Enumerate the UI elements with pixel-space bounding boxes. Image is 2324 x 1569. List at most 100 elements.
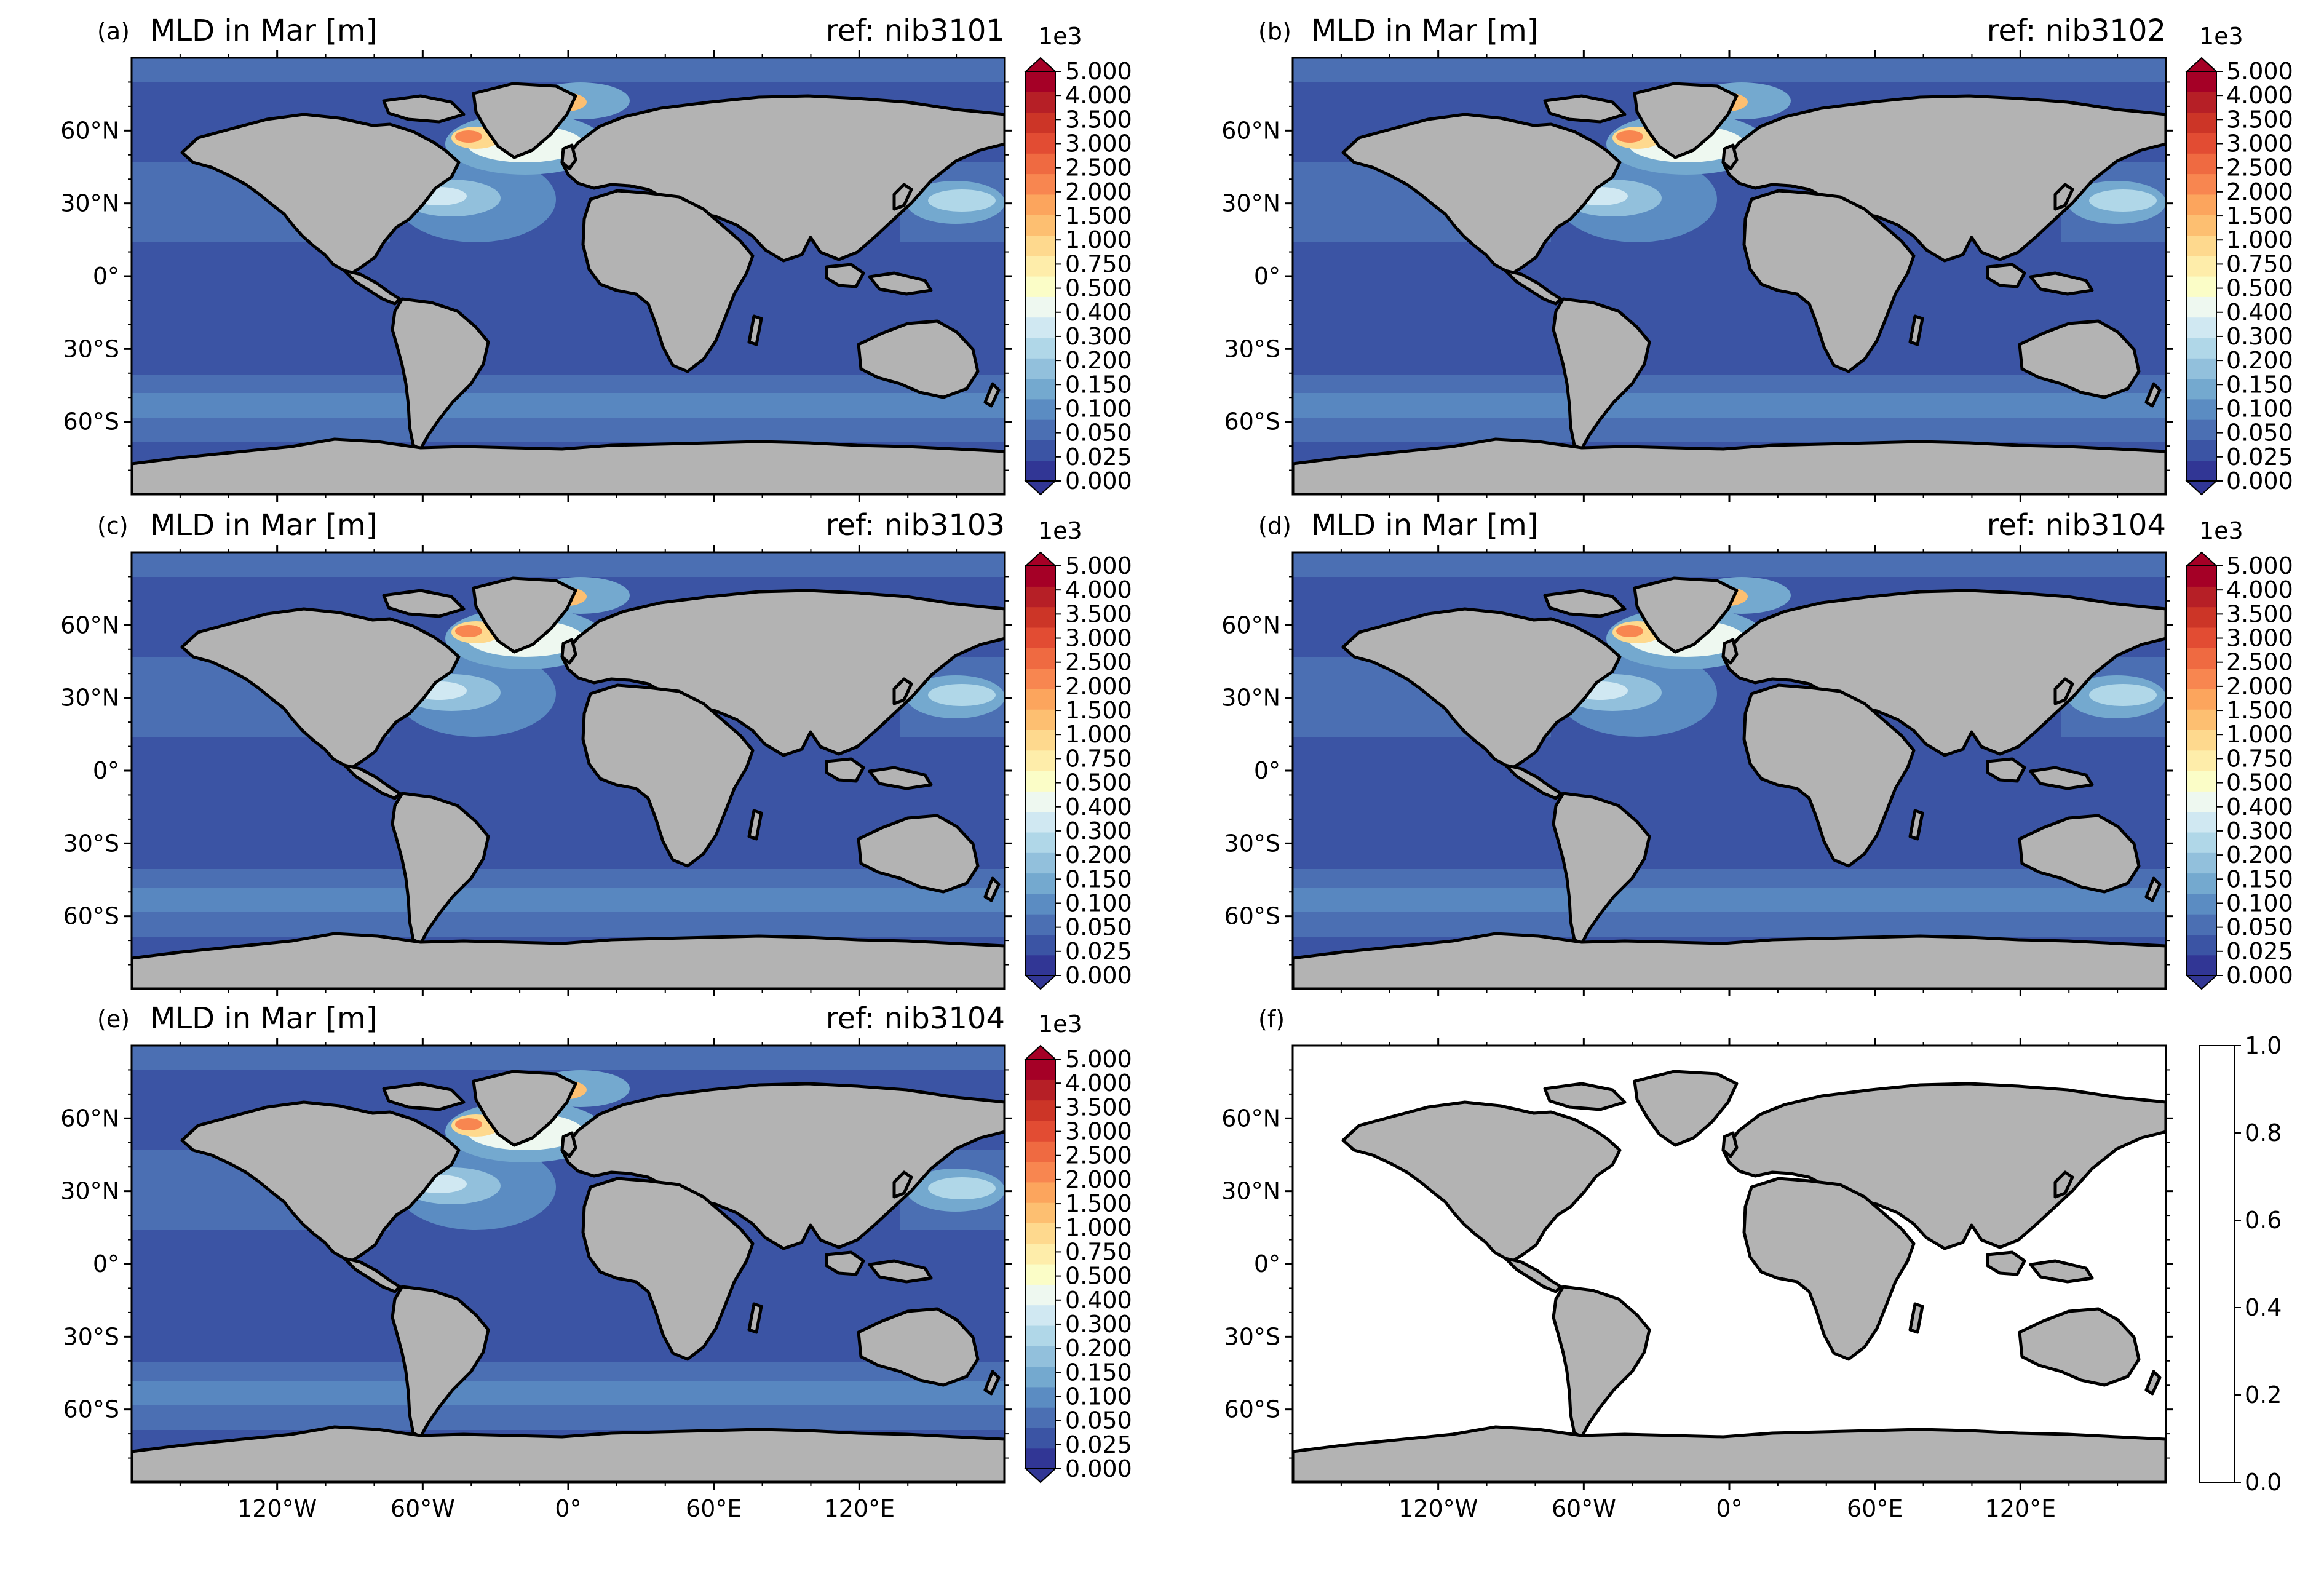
colorbar-swatch <box>1026 832 1055 853</box>
colorbar-swatch <box>2187 873 2216 894</box>
colorbar-tick-label: 1.000 <box>1065 721 1132 748</box>
colorbar-tick-label: 0.000 <box>2226 962 2293 989</box>
colorbar-tick-label: 0.025 <box>2226 938 2293 965</box>
colorbar-tick-label: 0.050 <box>2226 419 2293 447</box>
panel-title: MLD in Mar [m] <box>1311 508 1538 542</box>
colorbar-swatch <box>2187 440 2216 461</box>
colorbar-tick-label: 3.000 <box>1065 625 1132 652</box>
panel-ref: ref: nib3103 <box>826 508 1005 542</box>
colorbar-swatch <box>1026 893 1055 915</box>
colorbar-tick-label: 0.000 <box>1065 1455 1132 1482</box>
colorbar: 1e3 5.0004.0003.5003.0002.5002.0001.5001.… <box>2185 23 2293 496</box>
colorbar-swatch <box>2187 173 2216 195</box>
colorbar-swatch <box>1026 1448 1055 1469</box>
colorbar-swatch <box>2187 215 2216 236</box>
colorbar-tick-label: 4.000 <box>2226 576 2293 603</box>
lat-label: 0° <box>93 757 119 784</box>
colorbar-frame <box>1025 71 1056 482</box>
colorbar-tick-label: 5.000 <box>1065 552 1132 579</box>
colorbar-tick-label: 2.500 <box>1065 649 1132 676</box>
colorbar-swatch <box>1026 440 1055 461</box>
lat-label: 0° <box>1254 757 1280 784</box>
lat-label: 60°N <box>60 611 119 638</box>
lon-label: 0° <box>1716 1495 1742 1522</box>
lon-label: 0° <box>555 1495 581 1522</box>
colorbar-tick-label: 1.000 <box>1065 226 1132 253</box>
colorbar: 1e3 5.0004.0003.5003.0002.5002.0001.5001.… <box>2185 517 2293 990</box>
colorbar-swatch <box>2187 832 2216 853</box>
lat-label: 60°N <box>1221 611 1280 638</box>
map: 60°N 30°N 0° 30°S 60°S 120°W 60°W 0° 60°E 120°E <box>60 1038 1012 1522</box>
panel-label: (a) <box>97 18 130 45</box>
colorbar-tick-label: 0.000 <box>1065 467 1132 495</box>
lat-label: 30°S <box>63 335 119 362</box>
colorbar-swatch <box>1026 92 1055 113</box>
colorbar-tick-label: 2.000 <box>1065 673 1132 700</box>
colorbar-swatch <box>1026 1243 1055 1265</box>
colorbar-tick-label: 0.500 <box>1065 769 1132 796</box>
lat-label: 0° <box>93 1250 119 1277</box>
panel-c: (c) MLD in Mar [m] ref: nib3103 60°N 30°N 0° 3… <box>60 508 1132 996</box>
colorbar-tick-label: 3.500 <box>1065 106 1132 133</box>
colorbar-tick-label: 2.000 <box>2226 178 2293 205</box>
colorbar-swatch <box>2187 893 2216 915</box>
colorbar-tick-label: 2.000 <box>1065 178 1132 205</box>
lat-label: 30°S <box>63 830 119 857</box>
colorbar-swatch <box>1026 337 1055 359</box>
lon-label: 120°E <box>824 1495 895 1522</box>
colorbar-tick-label: 0.100 <box>2226 395 2293 422</box>
colorbar-swatch <box>1026 771 1055 792</box>
colorbar-swatch <box>2187 276 2216 297</box>
colorbar-tick-label: 0.6 <box>2245 1207 2282 1234</box>
colorbar-tick-label: 0.100 <box>1065 1383 1132 1410</box>
colorbar-extend-min <box>1024 1468 1057 1484</box>
colorbar-tick-label: 0.150 <box>2226 865 2293 892</box>
colorbar-tick-label: 0.050 <box>1065 419 1132 447</box>
colorbar-swatch <box>2187 934 2216 956</box>
colorbar-tick-label: 2.500 <box>2226 154 2293 181</box>
colorbar-tick-label: 0.400 <box>1065 299 1132 326</box>
lat-label: 60°N <box>60 1105 119 1132</box>
colorbar-tick-label: 0.4 <box>2245 1294 2282 1321</box>
colorbar-swatch <box>2187 399 2216 420</box>
colorbar-tick-label: 0.050 <box>1065 914 1132 941</box>
panel-a: (a) MLD in Mar [m] ref: nib3101 60°N 30°N 0° 3… <box>60 14 1132 502</box>
lon-label: 60°E <box>686 1495 742 1522</box>
colorbar-tick-label: 0.400 <box>2226 793 2293 820</box>
colorbar: 1e3 5.0004.0003.5003.0002.5002.0001.5001.… <box>1024 1011 1132 1484</box>
lat-label: 60°S <box>63 903 119 930</box>
colorbar-swatch <box>1026 378 1055 400</box>
colorbar-extend-max <box>2185 551 2218 566</box>
colorbar-swatch <box>1026 729 1055 751</box>
colorbar-tick-label: 1.500 <box>2226 202 2293 229</box>
panel-label: (b) <box>1258 18 1291 45</box>
colorbar-swatch <box>2187 235 2216 256</box>
colorbar-swatch <box>2187 586 2216 608</box>
colorbar-tick-label: 0.0 <box>2245 1469 2282 1496</box>
colorbar-swatch <box>1026 1284 1055 1306</box>
panel-title: MLD in Mar [m] <box>150 508 377 542</box>
colorbar-swatch <box>1026 1141 1055 1162</box>
colorbar-swatch <box>2187 852 2216 874</box>
colorbar-swatch <box>2187 688 2216 710</box>
colorbar-tick-label: 1.500 <box>1065 697 1132 724</box>
lat-label: 0° <box>93 263 119 290</box>
colorbar-swatch <box>2187 627 2216 648</box>
colorbar-tick-label: 0.300 <box>1065 1311 1132 1338</box>
colorbar-swatch <box>2187 337 2216 359</box>
colorbar-swatch <box>1026 296 1055 318</box>
colorbar-tick-label: 0.100 <box>2226 889 2293 916</box>
colorbar-swatch <box>2187 460 2216 482</box>
lat-label: 60°N <box>1221 1105 1280 1132</box>
colorbar-swatch <box>1026 276 1055 297</box>
colorbar-swatch <box>1026 586 1055 608</box>
lon-label: 120°W <box>237 1495 317 1522</box>
panel-grid: (a) MLD in Mar [m] ref: nib3101 60°N 30°N 0° 3… <box>60 14 2293 1522</box>
lat-label: 30°S <box>1224 830 1280 857</box>
colorbar-tick-label: 3.500 <box>2226 106 2293 133</box>
colorbar-swatch <box>2187 419 2216 440</box>
colorbar-swatch <box>2187 255 2216 277</box>
colorbar-swatch <box>2187 668 2216 689</box>
colorbar-tick-label: 0.200 <box>2226 347 2293 374</box>
colorbar-swatch <box>2187 791 2216 812</box>
